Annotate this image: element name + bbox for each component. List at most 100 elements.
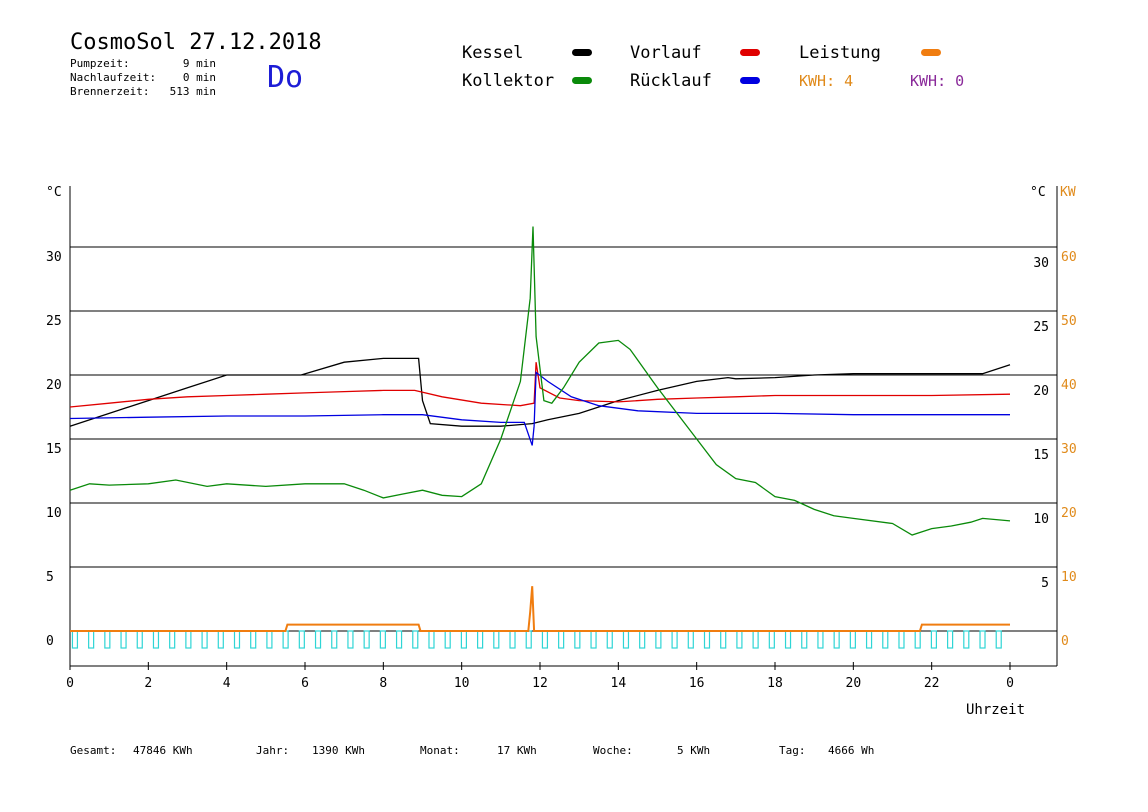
left-unit-label: °C xyxy=(46,185,62,200)
pump-pulse xyxy=(865,630,873,649)
pump-pulse xyxy=(849,630,856,649)
x-tick-label: 8 xyxy=(379,676,387,691)
pump-pulse xyxy=(801,630,808,649)
footer-woche-value: 5 KWh xyxy=(677,744,711,757)
series-line-kessel xyxy=(69,357,1011,427)
stat-brennerzeit-value: 513 min xyxy=(169,85,216,98)
x-tick-label: 12 xyxy=(532,676,548,691)
footer-gesamt-label: Gesamt: xyxy=(70,744,117,757)
pump-pulse xyxy=(979,630,986,649)
pump-pulse xyxy=(720,630,727,649)
left-tick-label: 15 xyxy=(46,442,62,457)
x-tick-label: 22 xyxy=(924,676,940,691)
series-line-kollektor xyxy=(69,226,1011,536)
series-line-leistung xyxy=(70,586,1010,632)
pump-pulse xyxy=(201,630,208,649)
pump-pulse xyxy=(525,630,532,649)
day-of-week: Do xyxy=(267,60,304,95)
chart-grid xyxy=(70,246,1057,632)
x-tick-label: 10 xyxy=(454,676,470,691)
pump-pulse xyxy=(898,630,905,649)
pump-pulses xyxy=(71,630,1002,649)
pump-pulse xyxy=(768,630,775,649)
kwh-solar-readout: KWH: 4 xyxy=(799,72,854,90)
right-kw-tick-label: 0 xyxy=(1061,634,1069,649)
pump-pulse xyxy=(363,630,370,649)
right-temp-tick-label: 5 xyxy=(1041,576,1049,591)
pump-pulse xyxy=(914,630,921,649)
page-title: CosmoSol 27.12.2018 xyxy=(70,30,322,55)
x-tick-label: 0 xyxy=(1006,676,1014,691)
pump-pulse xyxy=(185,630,192,649)
left-tick-label: 25 xyxy=(46,314,62,329)
left-tick-label: 0 xyxy=(46,634,54,649)
pump-pulse xyxy=(833,630,840,649)
legend-label-ruecklauf: Rücklauf xyxy=(630,71,712,91)
x-tick-label: 6 xyxy=(301,676,309,691)
series-line-rcklauf xyxy=(69,371,1010,446)
x-tick-label: 14 xyxy=(611,676,627,691)
pump-pulse xyxy=(266,630,273,649)
legend-swatch-ruecklauf xyxy=(740,77,760,84)
legend-label-leistung: Leistung xyxy=(799,43,881,63)
x-tick-label: 4 xyxy=(223,676,231,691)
legend-swatch-vorlauf xyxy=(740,49,760,56)
pump-pulse xyxy=(541,630,549,649)
pump-pulse xyxy=(120,630,127,649)
series-line-vorlauf xyxy=(69,362,1011,408)
footer-jahr-label: Jahr: xyxy=(256,744,290,757)
pump-pulse xyxy=(298,630,305,649)
footer-gesamt-value: 47846 KWh xyxy=(133,744,193,757)
pump-pulse xyxy=(963,630,970,649)
legend-swatch-leistung xyxy=(921,49,941,56)
pump-pulse xyxy=(217,630,224,649)
x-tick-label: 16 xyxy=(689,676,705,691)
pump-pulse xyxy=(477,630,484,649)
x-tick-label: 0 xyxy=(66,676,74,691)
x-axis-label: Uhrzeit xyxy=(966,702,1025,718)
legend-swatch-kessel xyxy=(572,49,592,56)
pump-pulse xyxy=(136,630,143,649)
right-kw-tick-label: 60 xyxy=(1061,250,1077,265)
pump-pulse xyxy=(169,630,176,649)
pump-pulse xyxy=(590,630,597,649)
stat-brennerzeit-label: Brennerzeit: xyxy=(70,85,150,98)
pump-pulse xyxy=(233,630,241,649)
footer-tag-value: 4666 Wh xyxy=(828,744,875,757)
pump-pulse xyxy=(104,630,111,649)
right-temp-tick-label: 30 xyxy=(1033,256,1049,271)
pump-pulse xyxy=(331,630,338,649)
pump-pulse xyxy=(347,630,354,649)
right-unit-power-label: KW xyxy=(1060,185,1076,200)
pump-pulse xyxy=(995,630,1002,649)
right-unit-temp-label: °C xyxy=(1030,185,1046,200)
footer-tag-label: Tag: xyxy=(779,744,806,757)
footer-monat-label: Monat: xyxy=(420,744,460,757)
pump-pulse xyxy=(558,630,565,649)
pump-pulse xyxy=(509,630,516,649)
x-tick-label: 2 xyxy=(144,676,152,691)
pump-pulse xyxy=(736,630,743,649)
footer-woche-label: Woche: xyxy=(593,744,633,757)
right-kw-tick-label: 10 xyxy=(1061,570,1077,585)
pump-pulse xyxy=(379,630,386,649)
pump-pulse xyxy=(655,630,662,649)
pump-pulse xyxy=(622,630,630,649)
pump-pulse xyxy=(395,630,403,649)
x-tick-label: 18 xyxy=(767,676,783,691)
pump-pulse xyxy=(71,630,79,649)
pump-pulse xyxy=(88,630,95,649)
right-temp-tick-label: 15 xyxy=(1033,448,1049,463)
pump-pulse xyxy=(250,630,257,649)
left-tick-label: 10 xyxy=(46,506,62,521)
stat-pumpzeit-value: 9 min xyxy=(182,57,216,70)
pump-pulse xyxy=(882,630,889,649)
pump-pulse xyxy=(152,630,160,649)
pump-pulse xyxy=(428,630,435,649)
pump-pulse xyxy=(606,630,613,649)
pump-pulse xyxy=(412,630,419,649)
pump-pulse xyxy=(687,630,694,649)
pump-pulse xyxy=(574,630,581,649)
right-temp-tick-label: 10 xyxy=(1033,512,1049,527)
